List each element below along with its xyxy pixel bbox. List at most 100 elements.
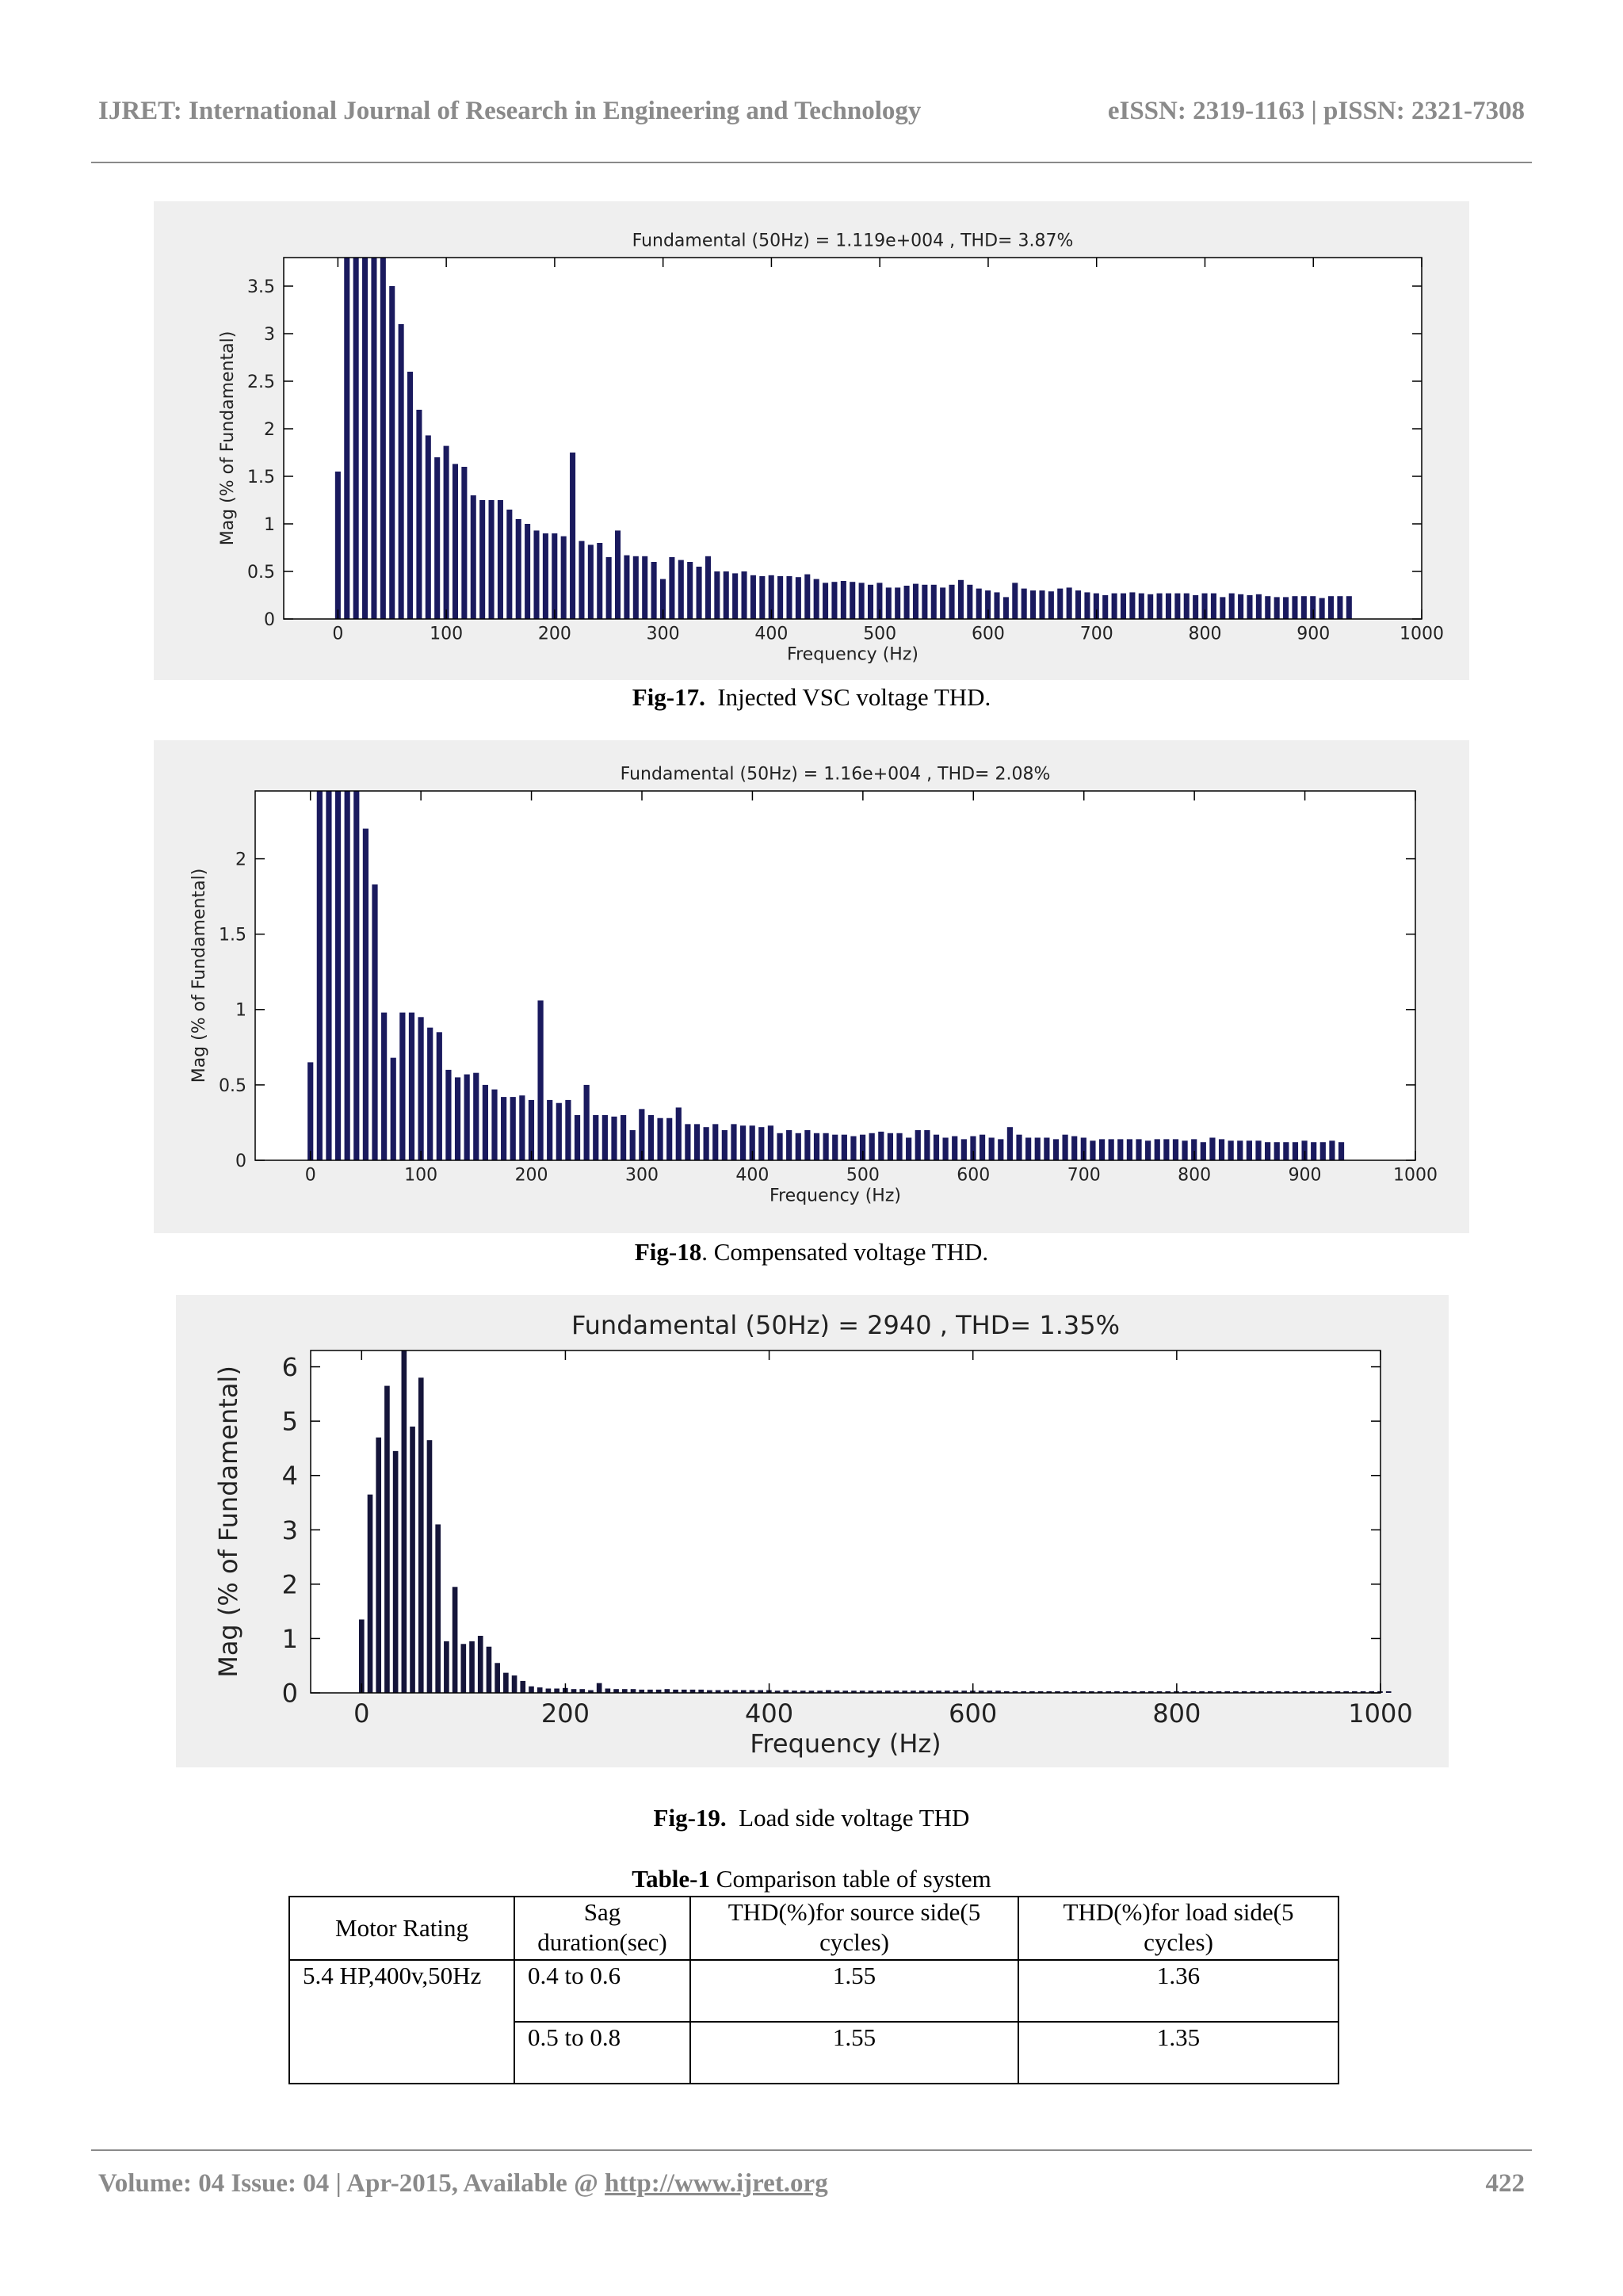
chart1-bar xyxy=(436,1032,442,1160)
chart0-bar xyxy=(768,575,774,619)
chart2-bar xyxy=(834,1690,840,1693)
chart2-ylabel: Mag (% of Fundamental) xyxy=(213,1366,243,1678)
chart1-bar xyxy=(583,1084,590,1160)
chart0-bar xyxy=(1021,588,1027,619)
chart2-bar xyxy=(927,1690,934,1693)
chart1-bar xyxy=(942,1137,949,1160)
chart0-bar xyxy=(957,579,964,619)
chart2-bar xyxy=(664,1689,670,1693)
chart0-bar xyxy=(1129,592,1136,619)
chart0-bar xyxy=(1255,594,1262,619)
chart1-bar xyxy=(685,1124,691,1160)
chart2-bar xyxy=(1309,1690,1316,1693)
chart2-bar xyxy=(1165,1690,1171,1693)
footer-link[interactable]: http://www.ijret.org xyxy=(605,2169,828,2198)
chart2-bar xyxy=(783,1690,789,1693)
caption-fig19-label: Fig-19. xyxy=(653,1804,727,1832)
chart1-bar xyxy=(777,1133,783,1160)
chart0-bar xyxy=(1012,583,1018,619)
chart2-bar xyxy=(740,1690,747,1693)
chart1-ytick-label: 0 xyxy=(235,1152,246,1171)
table-header-row: Motor Rating Sag duration(sec) THD(%)for… xyxy=(288,1896,1339,1961)
chart2-ytick-label: 1 xyxy=(282,1624,298,1654)
figure-17: 0 100 200 300 400 500 600 700 800 900 1000 0 0.5 1 1.5… xyxy=(154,201,1469,680)
chart1-bar xyxy=(1172,1139,1179,1160)
chart2-bar xyxy=(529,1686,534,1693)
chart0-bar xyxy=(515,519,521,619)
chart0-ytick-label: 0.5 xyxy=(247,563,275,583)
table-header-cell: THD(%)for load side(5 cycles) xyxy=(1018,1896,1339,1961)
chart1-bar xyxy=(1191,1139,1197,1160)
chart1-xtick-label: 400 xyxy=(735,1165,769,1185)
chart1-bar xyxy=(316,791,323,1160)
chart2-bar xyxy=(579,1689,586,1693)
chart2-bar xyxy=(1216,1690,1222,1693)
table-row: 0.5 to 0.8 1.55 1.35 xyxy=(289,2021,1339,2084)
chart1-bar xyxy=(1090,1140,1096,1160)
chart2-bar xyxy=(410,1427,415,1693)
table-cell: 1.55 xyxy=(689,1959,1019,2023)
chart2-bar xyxy=(1021,1690,1026,1693)
chart1-bar xyxy=(859,1134,866,1160)
chart1-bar xyxy=(344,791,350,1160)
chart2-ytick-label: 4 xyxy=(282,1461,298,1491)
chart2-bar xyxy=(936,1690,941,1693)
chart0-bar xyxy=(1283,597,1289,619)
caption-fig17: Fig-17. Injected VSC voltage THD. xyxy=(0,683,1623,712)
page-number: 422 xyxy=(1485,2169,1526,2198)
chart1-xlabel: Frequency (Hz) xyxy=(769,1186,901,1206)
chart1-bar xyxy=(924,1129,930,1160)
chart2-bar xyxy=(1003,1690,1010,1693)
figure-18: 0 100 200 300 400 500 600 700 800 900 1000 0 0.5 1 1.5… xyxy=(154,740,1469,1233)
chart1-bar xyxy=(1283,1142,1289,1160)
chart2-bar xyxy=(826,1690,831,1693)
chart1-bar xyxy=(1006,1127,1014,1160)
chart1-bar xyxy=(565,1099,571,1160)
chart2-bar xyxy=(884,1690,891,1693)
chart0-bar xyxy=(940,587,946,619)
chart2-frame xyxy=(310,1350,1381,1694)
chart2-bar xyxy=(1122,1690,1128,1693)
chart0-bar xyxy=(434,457,441,619)
chart2-bar xyxy=(1266,1690,1273,1693)
chart2-bar xyxy=(1012,1690,1018,1693)
chart2-bar xyxy=(384,1385,390,1693)
chart1-bar xyxy=(427,1027,433,1160)
chart2-bar xyxy=(944,1690,950,1693)
chart2-bar xyxy=(1335,1690,1341,1693)
table-cell: 1.36 xyxy=(1018,1959,1339,2023)
chart2-bar xyxy=(1156,1690,1163,1693)
chart0-bar xyxy=(1247,595,1253,619)
chart1-bar xyxy=(813,1133,820,1160)
chart1-bar xyxy=(832,1134,838,1160)
chart1-bar xyxy=(547,1099,553,1160)
chart0-bar xyxy=(795,577,801,619)
chart1-bar xyxy=(473,1072,479,1160)
chart2-bar xyxy=(707,1690,712,1693)
chart0-bar xyxy=(605,557,612,619)
chart2-title: Fundamental (50Hz) = 2940 , THD= 1.35% xyxy=(571,1310,1120,1340)
chart0-bar xyxy=(867,584,874,619)
chart1-bar xyxy=(454,1077,461,1160)
chart1-bar xyxy=(372,884,378,1160)
chart2-bar xyxy=(1097,1690,1103,1693)
chart2-xtick-label: 1000 xyxy=(1348,1698,1412,1729)
chart0-bar xyxy=(858,583,865,619)
chart2-bar xyxy=(503,1672,509,1693)
chart0-xtick-label: 200 xyxy=(538,624,571,644)
chart0-bar xyxy=(1102,595,1109,619)
chart0-xtick-label: 500 xyxy=(863,624,896,644)
chart0-bar xyxy=(461,467,468,619)
chart1-xtick-label: 0 xyxy=(305,1165,316,1185)
chart2-bar xyxy=(358,1619,365,1693)
chart2-bar xyxy=(392,1450,399,1693)
chart0-bar xyxy=(506,510,513,619)
table-title: Table-1 Comparison table of system xyxy=(0,1865,1623,1893)
chart0-ytick-label: 1.5 xyxy=(247,468,275,487)
chart1-bar xyxy=(1311,1142,1317,1160)
chart2-bar xyxy=(1318,1690,1323,1693)
chart1-bar xyxy=(1265,1142,1271,1160)
chart2-bar xyxy=(1300,1690,1307,1693)
chart0-bar xyxy=(659,579,666,619)
caption-fig19-text: Load side voltage THD xyxy=(739,1804,970,1832)
